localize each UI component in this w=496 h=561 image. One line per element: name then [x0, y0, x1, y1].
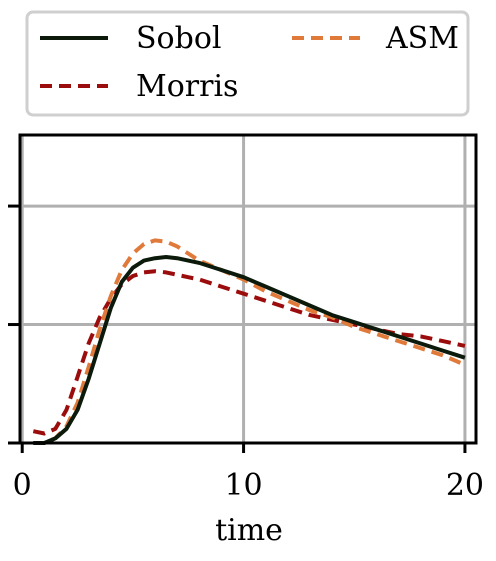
legend-label-asm: ASM — [385, 21, 459, 56]
plot-frame — [18, 133, 478, 445]
x-tick-label: 10 — [224, 468, 262, 503]
x-axis-title: time — [215, 513, 283, 548]
series-lines — [32, 238, 466, 445]
plot-area: 0 10 20 — [8, 133, 484, 503]
series-line-sobol — [33, 255, 466, 445]
x-tick-label: 20 — [446, 468, 484, 503]
axis-ticks: 0 10 20 — [8, 204, 484, 503]
legend: Sobol ASM Morris — [25, 10, 470, 117]
x-tick-label: 0 — [13, 468, 32, 503]
series-line-asm — [33, 238, 466, 445]
grid-lines — [20, 135, 476, 445]
legend-label-sobol: Sobol — [136, 21, 221, 56]
legend-label-morris: Morris — [136, 69, 238, 104]
